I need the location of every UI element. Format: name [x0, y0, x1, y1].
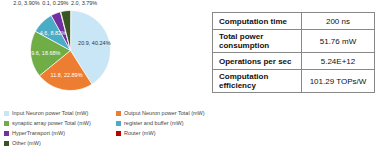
html-text:synaptic array power Total (mW: synaptic array power Total (mW) — [12, 120, 91, 126]
html-text:register and buffer (mW): register and buffer (mW) — [124, 120, 184, 126]
html-text:Total power consumption: Total power consumption — [219, 32, 270, 50]
html-text:Other (mW): Other (mW) — [12, 140, 41, 146]
svg-text:2.0, 3.79%: 2.0, 3.79% — [71, 0, 97, 6]
html-text:51.76 mW: 51.76 mW — [319, 36, 357, 46]
html-text:5.24E+12: 5.24E+12 — [320, 56, 356, 66]
svg-text:9.6, 18.68%: 9.6, 18.68% — [31, 50, 60, 56]
svg-text:2.0, 3.90%: 2.0, 3.90% — [13, 0, 39, 6]
html-text:Computation time: Computation time — [219, 16, 287, 26]
svg-text:11.8, 22.89%: 11.8, 22.89% — [51, 72, 83, 78]
svg-text:0.1, 0.29%: 0.1, 0.29% — [42, 0, 68, 6]
html-text:HyperTransport (mW): HyperTransport (mW) — [12, 130, 65, 136]
html-text:101.29 TOPs/W: 101.29 TOPs/W — [309, 76, 367, 86]
html-text:Output Neuron power Total (mW): Output Neuron power Total (mW) — [124, 110, 205, 116]
html-text:Operations per sec: Operations per sec — [219, 56, 292, 66]
html-text:Computation efficiency: Computation efficiency — [219, 72, 269, 90]
html-text:Router (mW): Router (mW) — [124, 130, 156, 136]
html-text:Input Neuron power Total (mW): Input Neuron power Total (mW) — [12, 110, 89, 116]
svg-text:20.9, 40.24%: 20.9, 40.24% — [78, 40, 111, 46]
html-text:200 ns: 200 ns — [326, 16, 350, 26]
svg-text:4.6, 8.82%: 4.6, 8.82% — [40, 30, 66, 36]
